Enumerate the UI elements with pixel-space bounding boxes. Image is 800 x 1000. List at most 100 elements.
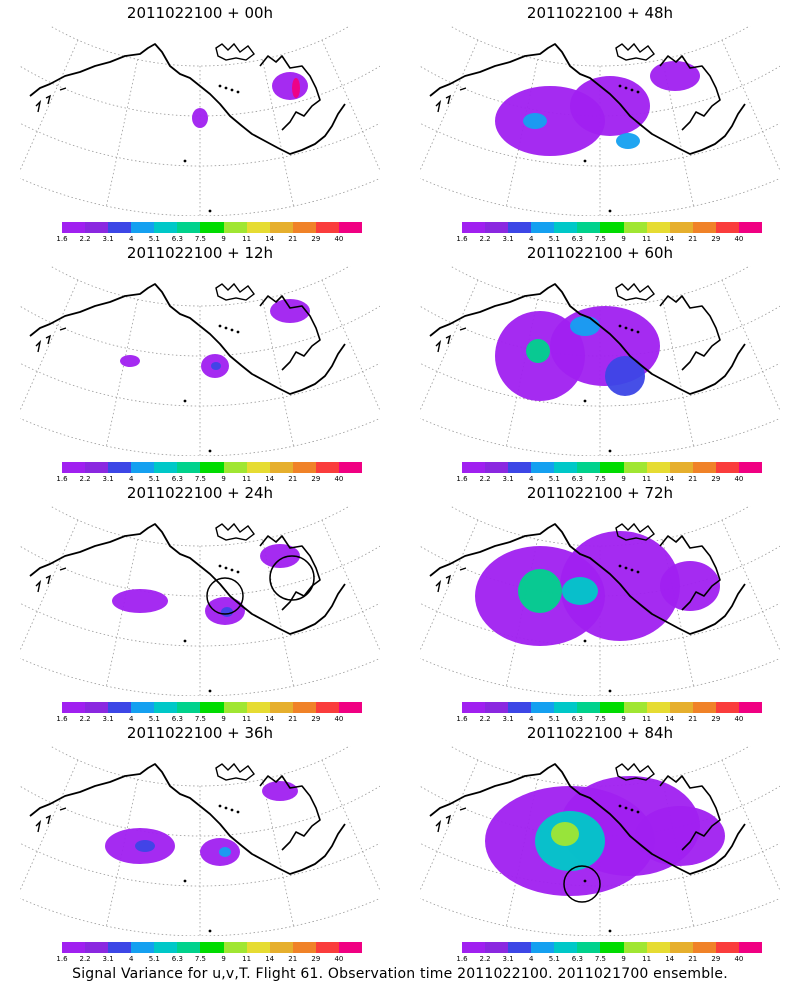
arctic-archipelago <box>215 282 255 301</box>
colorbar-swatch <box>85 702 109 713</box>
coastline <box>259 295 321 371</box>
colorbar-tick-label: 2.2 <box>79 235 91 243</box>
colorbar-tick-label: 9 <box>621 475 626 483</box>
colorbar-swatches <box>62 702 363 713</box>
island <box>608 689 612 693</box>
island <box>630 568 634 572</box>
colorbar-swatch <box>508 462 532 473</box>
colorbar-tick-label: 6.3 <box>571 955 583 963</box>
colorbar-tick-label: 9 <box>221 235 226 243</box>
colorbar-swatch <box>577 702 601 713</box>
colorbar-tick-label: 3.1 <box>102 235 114 243</box>
colorbar-tick-label: 40 <box>334 475 344 483</box>
variance-contour-region <box>523 113 547 129</box>
coastline <box>29 763 346 875</box>
island <box>236 330 240 334</box>
island <box>608 449 612 453</box>
meridian-grid-line <box>776 506 780 610</box>
colorbar-labels: 1.6 2.2 3.1 4 5.1 6.3 7.5 9 11 14 21 29 40 <box>456 473 762 485</box>
colorbar-swatch <box>269 942 293 953</box>
latitude-grid-line <box>20 362 380 407</box>
meridian-grid-line <box>721 519 780 652</box>
colorbar-swatch <box>600 702 624 713</box>
colorbar-tick-label: 14 <box>665 475 675 483</box>
colorbar-swatch <box>462 942 486 953</box>
island <box>183 639 187 643</box>
island <box>583 639 587 643</box>
coastline <box>35 87 67 113</box>
colorbar-tick-label: 2.2 <box>79 475 91 483</box>
colorbar-swatch <box>669 942 693 953</box>
variance-contour-region <box>112 589 168 613</box>
colorbar-tick-label: 1.6 <box>56 955 68 963</box>
colorbar-tick-label: 4 <box>129 955 134 963</box>
island <box>218 324 222 328</box>
arctic-archipelago <box>215 522 255 541</box>
colorbar-swatch <box>131 942 155 953</box>
island <box>236 810 240 814</box>
island <box>618 324 622 328</box>
colorbar-tick-label: 7.5 <box>194 955 207 963</box>
colorbar-tick-label: 29 <box>311 955 321 963</box>
coastline <box>35 567 67 593</box>
island <box>230 328 234 332</box>
meridian-grid-line <box>420 519 479 652</box>
colorbar-swatch <box>315 702 339 713</box>
colorbar-tick-label: 6.3 <box>171 955 183 963</box>
colorbar-swatch <box>715 942 739 953</box>
colorbar-tick-label: 11 <box>642 475 652 483</box>
colorbar-tick-label: 14 <box>265 235 275 243</box>
colorbar-swatch <box>485 942 509 953</box>
coastline <box>429 763 746 875</box>
polar-map <box>20 506 380 696</box>
variance-contour-region <box>135 840 155 852</box>
colorbar-tick-label: 4 <box>529 715 534 723</box>
arctic-archipelago <box>215 762 255 781</box>
colorbar-tick-label: 40 <box>334 955 344 963</box>
colorbar-swatch <box>246 462 270 473</box>
colorbar-swatch <box>692 462 716 473</box>
colorbar-swatch <box>623 222 647 233</box>
colorbar-tick-label: 1.6 <box>456 235 468 243</box>
coastline <box>29 283 346 395</box>
colorbar-tick-label: 29 <box>711 955 721 963</box>
colorbar-swatch <box>85 462 109 473</box>
island <box>218 804 222 808</box>
forecast-panel: 2011022100 + 24h 1.6 2.2 3.1 4 5.1 6.3 7.5 9 11 14… <box>0 480 400 723</box>
variance-contour-region <box>219 847 231 857</box>
colorbar-swatch <box>554 462 578 473</box>
colorbar-swatch <box>600 222 624 233</box>
colorbar-swatch <box>246 702 270 713</box>
meridian-grid-line <box>20 519 79 652</box>
colorbar-tick-label: 29 <box>311 475 321 483</box>
panel-title: 2011022100 + 00h <box>126 4 274 22</box>
colorbar-tick-label: 9 <box>621 955 626 963</box>
latitude-grid-line <box>49 746 351 787</box>
colorbar-tick-label: 6.3 <box>571 715 583 723</box>
arctic-archipelago <box>615 522 655 541</box>
colorbar-swatch <box>669 462 693 473</box>
colorbar-swatch <box>85 222 109 233</box>
colorbar-tick-label: 11 <box>242 235 252 243</box>
coastline <box>435 87 467 113</box>
colorbar-tick-label: 1.6 <box>56 235 68 243</box>
island <box>624 566 628 570</box>
colorbar-swatch <box>531 222 555 233</box>
panel-title: 2011022100 + 36h <box>126 724 274 742</box>
coastline <box>435 807 467 833</box>
colorbar-tick-label: 29 <box>311 715 321 723</box>
colorbar-swatch <box>131 702 155 713</box>
meridian-grid-line <box>20 759 79 892</box>
colorbar-tick-label: 3.1 <box>102 955 114 963</box>
colorbar-swatch <box>508 942 532 953</box>
coastline <box>659 775 721 851</box>
coastline <box>29 523 346 635</box>
island <box>218 564 222 568</box>
meridian-grid-line <box>420 746 424 850</box>
colorbar-swatch <box>246 942 270 953</box>
meridian-grid-line <box>776 266 780 370</box>
colorbar-swatch <box>623 462 647 473</box>
coastline <box>35 807 67 833</box>
island <box>583 399 587 403</box>
variance-contour-region <box>292 78 300 98</box>
